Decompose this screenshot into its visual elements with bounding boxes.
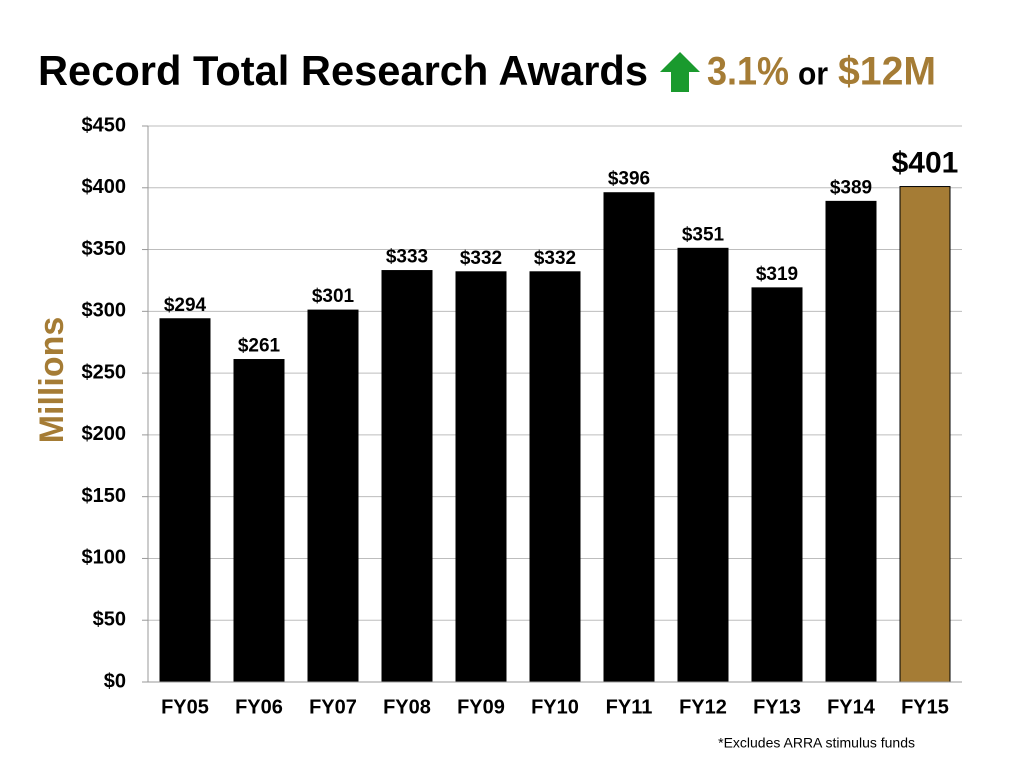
value-label: $332: [534, 248, 576, 269]
y-tick-label: $300: [82, 300, 127, 322]
up-arrow: [660, 52, 700, 92]
x-tick-label: FY12: [679, 696, 727, 718]
x-tick-label: FY05: [161, 696, 209, 718]
value-label: $319: [756, 264, 798, 285]
bar: [899, 186, 951, 683]
bar: [307, 309, 359, 683]
bar: [233, 359, 285, 683]
bar: [825, 200, 877, 683]
value-label: $333: [386, 247, 428, 268]
value-label: $332: [460, 248, 502, 269]
y-axis-label: Millions: [33, 317, 71, 444]
x-tick-label: FY09: [457, 696, 505, 718]
y-tick-label: $350: [82, 238, 127, 260]
y-tick-label: $450: [82, 114, 127, 136]
value-label: $389: [830, 177, 872, 198]
y-tick-label: $100: [82, 547, 127, 569]
x-tick-label: FY10: [531, 696, 579, 718]
bar: [603, 192, 655, 683]
y-tick-label: $250: [82, 361, 127, 383]
bar: [751, 287, 803, 683]
y-tick-label: $0: [104, 670, 126, 692]
value-label: $401: [892, 146, 959, 179]
y-tick-label: $200: [82, 423, 127, 445]
x-tick-label: FY08: [383, 696, 431, 718]
bar: [529, 271, 581, 683]
x-tick-label: FY06: [235, 696, 283, 718]
y-tick-label: $400: [82, 176, 127, 198]
bar: [159, 318, 211, 683]
x-tick-label: FY14: [827, 696, 876, 718]
x-tick-label: FY13: [753, 696, 801, 718]
bar: [381, 270, 433, 683]
value-label: $294: [164, 295, 207, 316]
y-tick-label: $150: [82, 485, 127, 507]
footnote: *Excludes ARRA stimulus funds: [718, 735, 915, 751]
bar: [677, 247, 729, 683]
value-label: $351: [682, 224, 725, 245]
x-tick-label: FY07: [309, 696, 357, 718]
value-label: $396: [608, 169, 650, 190]
x-tick-label: FY11: [606, 696, 653, 718]
y-tick-label: $50: [93, 609, 126, 631]
title-or: or: [798, 55, 828, 91]
chart-title: Record Total Research Awards: [38, 47, 648, 94]
x-tick-label: FY15: [901, 696, 949, 718]
change-percent: 3.1%: [707, 50, 789, 94]
bar: [455, 271, 507, 683]
change-amount: $12M: [838, 50, 936, 94]
value-label: $301: [312, 286, 355, 307]
value-label: $261: [238, 336, 281, 357]
